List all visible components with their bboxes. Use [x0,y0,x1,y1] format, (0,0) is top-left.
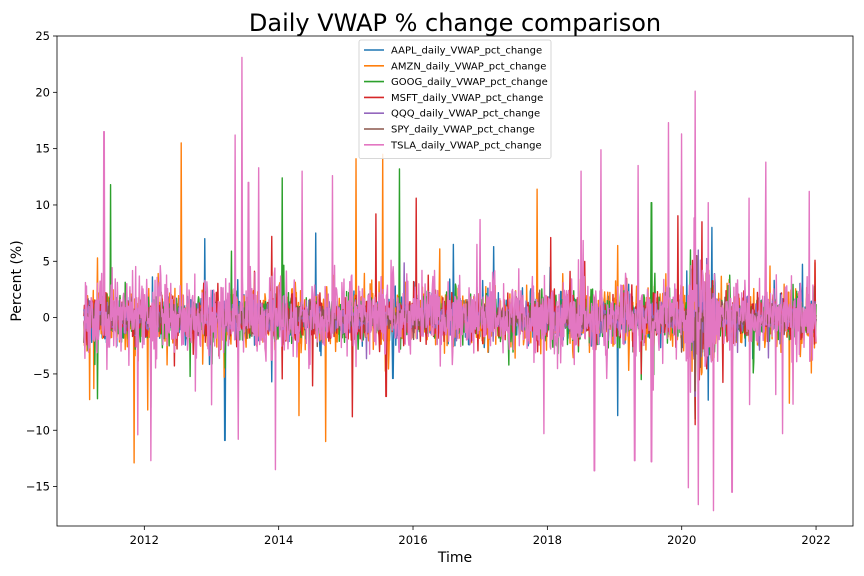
x-axis-label: Time [437,550,472,566]
y-tick-label: −5 [33,367,50,381]
x-tick-label: 2012 [130,533,159,547]
legend-frame [358,39,552,159]
x-tick-label: 2016 [398,533,427,547]
legend-entry: SPY_daily_VWAP_pct_change [391,125,535,136]
x-tick-label: 2022 [801,533,830,547]
legend-entry: AAPL_daily_VWAP_pct_change [391,46,542,57]
plot-frame [56,35,854,527]
y-tick-label: −10 [26,423,50,437]
x-tick-label: 2014 [264,533,293,547]
legend-entry: MSFT_daily_VWAP_pct_change [391,93,543,104]
x-tick-label: 2018 [533,533,562,547]
y-axis: −15 −10 −5 0 5 10 15 20 25 [26,29,57,494]
x-tick-label: 2020 [667,533,696,547]
legend-entry: GOOG_daily_VWAP_pct_change [391,77,548,88]
series-line-tsla [83,56,817,512]
y-axis-label: Percent (%) [9,240,25,321]
y-tick-label: −15 [26,480,50,494]
y-tick-label: 10 [35,198,50,212]
legend-entry: QQQ_daily_VWAP_pct_change [391,109,540,120]
x-axis: 2012 2014 2016 2018 2020 2022 [130,526,831,547]
chart-title: Daily VWAP % change comparison [249,9,661,37]
y-tick-label: 5 [43,254,50,268]
y-tick-label: 25 [35,29,50,43]
series-layer [83,56,817,512]
legend-entry: TSLA_daily_VWAP_pct_change [390,140,542,151]
legend-entry: AMZN_daily_VWAP_pct_change [391,61,546,72]
y-tick-label: 0 [43,311,50,325]
y-tick-label: 20 [35,85,50,99]
y-tick-label: 15 [35,142,50,156]
legend: AAPL_daily_VWAP_pct_change AMZN_daily_VWA… [358,39,552,159]
